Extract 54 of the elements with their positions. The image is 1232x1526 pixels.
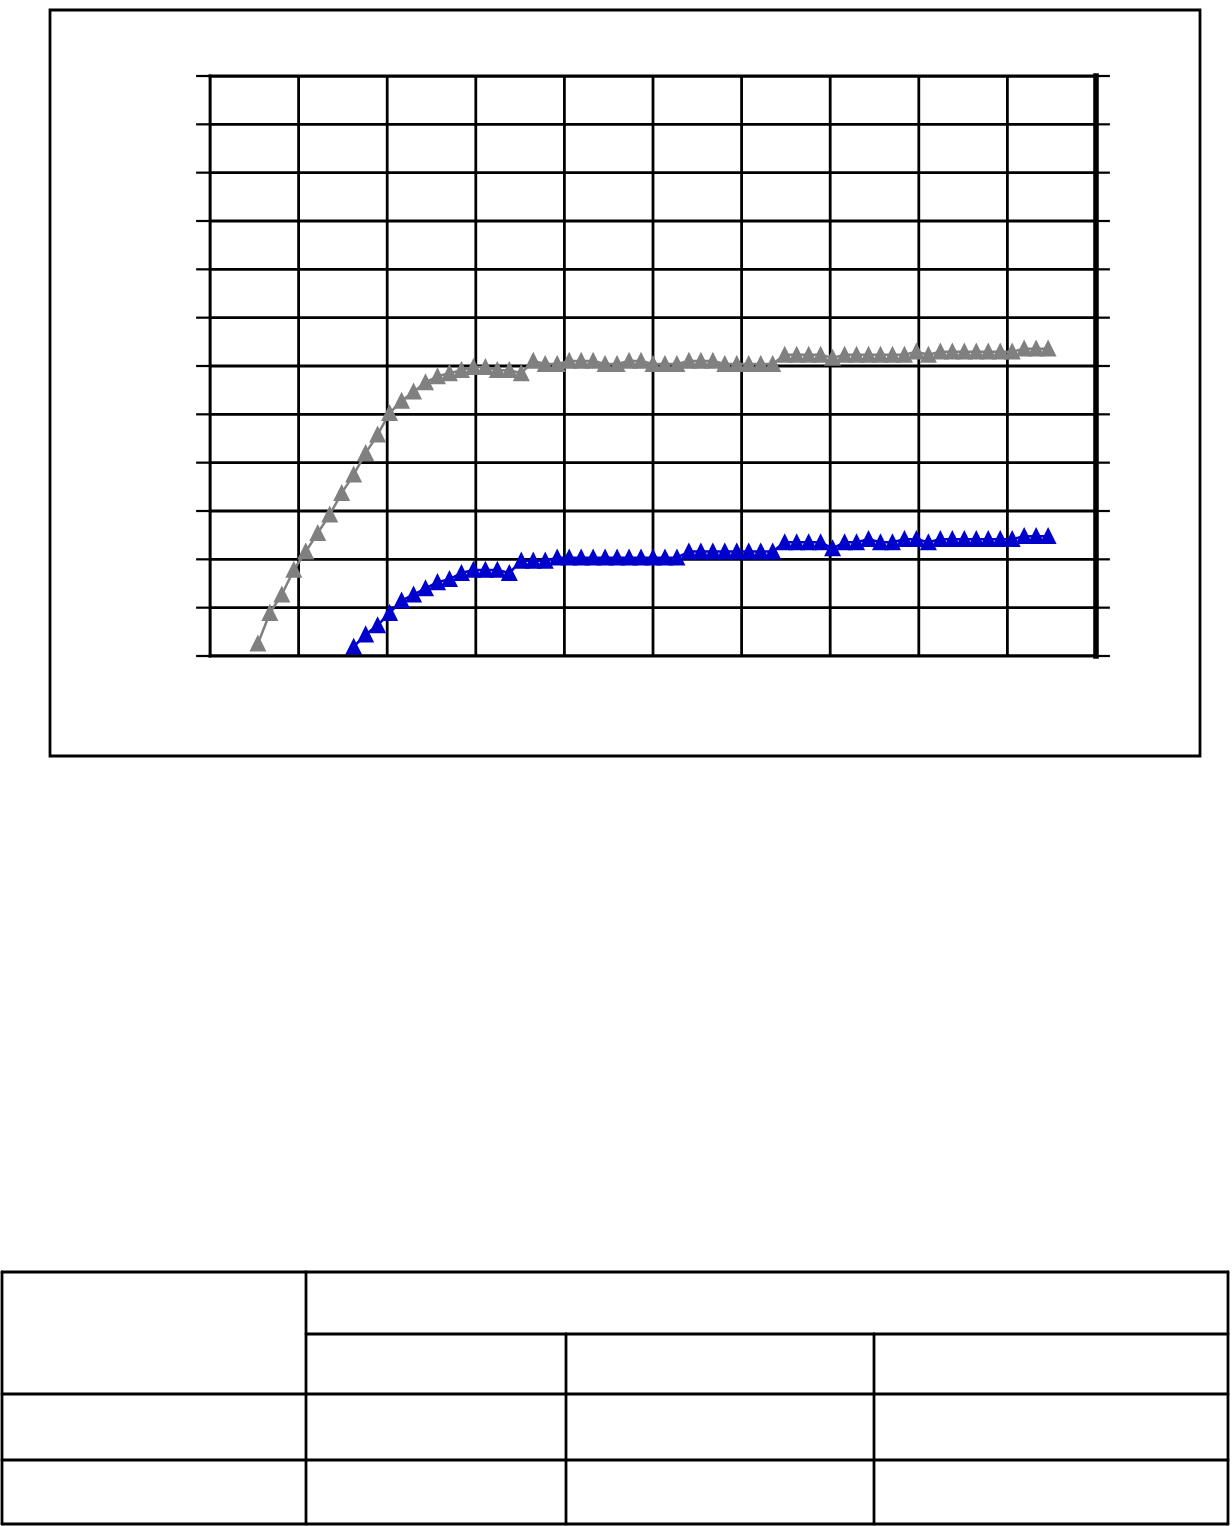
point bbox=[956, 531, 973, 548]
point bbox=[417, 580, 434, 597]
point bbox=[609, 549, 625, 566]
point bbox=[692, 543, 709, 560]
point bbox=[345, 638, 362, 655]
point bbox=[597, 549, 614, 566]
point bbox=[441, 571, 458, 588]
point bbox=[800, 534, 817, 551]
point bbox=[585, 549, 602, 566]
point bbox=[477, 562, 494, 578]
point bbox=[1040, 528, 1057, 545]
point bbox=[621, 549, 637, 566]
point bbox=[896, 531, 913, 548]
point bbox=[369, 617, 386, 634]
point bbox=[405, 586, 422, 603]
point bbox=[393, 592, 410, 609]
point bbox=[465, 562, 482, 578]
point bbox=[525, 552, 542, 569]
point bbox=[812, 534, 829, 551]
point bbox=[932, 531, 949, 548]
point bbox=[968, 531, 985, 548]
point bbox=[944, 531, 961, 548]
point bbox=[633, 549, 649, 566]
point bbox=[728, 543, 745, 560]
point bbox=[872, 534, 889, 551]
point bbox=[836, 534, 853, 551]
point bbox=[669, 549, 685, 566]
point bbox=[1004, 531, 1021, 548]
point bbox=[573, 549, 590, 566]
point bbox=[920, 534, 937, 551]
point bbox=[489, 562, 506, 578]
point bbox=[788, 534, 805, 551]
point bbox=[513, 552, 530, 569]
point bbox=[501, 565, 518, 581]
point bbox=[537, 552, 554, 569]
point bbox=[549, 549, 566, 566]
point bbox=[704, 543, 721, 560]
point bbox=[740, 543, 757, 560]
point bbox=[453, 565, 470, 581]
point bbox=[645, 549, 661, 566]
point bbox=[716, 543, 733, 560]
point bbox=[884, 534, 901, 551]
point bbox=[860, 531, 877, 548]
point bbox=[824, 540, 841, 557]
point bbox=[752, 543, 769, 560]
point bbox=[908, 531, 925, 548]
point bbox=[848, 534, 865, 551]
point bbox=[357, 626, 374, 643]
point bbox=[429, 574, 446, 591]
point bbox=[561, 549, 578, 566]
point bbox=[681, 543, 697, 560]
point bbox=[764, 543, 781, 560]
point bbox=[657, 549, 673, 566]
point bbox=[381, 605, 398, 621]
